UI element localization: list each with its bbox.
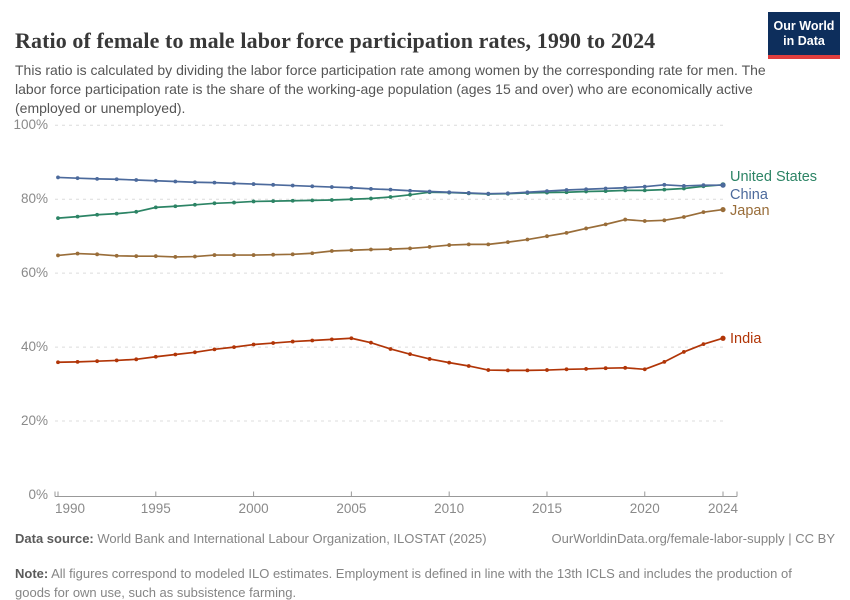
y-axis-tick-label-40: 40% <box>20 339 48 355</box>
data-source-label: Data source: <box>15 531 94 546</box>
owid-url-link[interactable]: OurWorldinData.org/female-labor-supply |… <box>551 531 835 546</box>
series-line-india[interactable] <box>56 335 726 373</box>
chart-note: Note: All figures correspond to modeled … <box>15 565 821 600</box>
series-line-japan[interactable] <box>56 206 726 259</box>
page-title: Ratio of female to male labor force part… <box>15 27 656 53</box>
series-label-china[interactable]: China <box>730 187 768 204</box>
note-label: Note: <box>15 566 49 581</box>
x-axis-tick-label-2015: 2015 <box>531 501 562 516</box>
x-axis-tick-label-2000: 2000 <box>238 501 269 516</box>
x-axis-tick-label-1995: 1995 <box>140 501 171 516</box>
series-line-china[interactable] <box>56 175 726 196</box>
y-axis-tick-label-80: 80% <box>20 191 48 207</box>
y-axis-tick-label-20: 20% <box>20 413 48 429</box>
x-axis-tick-label-2005: 2005 <box>336 501 367 516</box>
owid-logo-line1: Our World <box>773 19 835 33</box>
x-axis-tick-label-2010: 2010 <box>434 501 465 516</box>
y-axis-tick-label-60: 60% <box>20 265 48 281</box>
x-axis-tick-label-1990: 1990 <box>55 501 86 516</box>
owid-logo-line2: in Data <box>783 34 825 48</box>
series-label-united-states[interactable]: United States <box>730 168 818 185</box>
y-axis-tick-label-0: 0% <box>28 487 48 502</box>
citation-line: OurWorldinData.org/female-labor-supply |… <box>552 530 835 548</box>
chart-subtitle: This ratio is calculated by dividing the… <box>15 62 766 116</box>
series-label-india[interactable]: India <box>730 331 762 348</box>
y-axis-tick-label-100: 100% <box>13 117 48 133</box>
series-label-japan[interactable]: Japan <box>730 202 770 219</box>
data-source-text: World Bank and International Labour Orga… <box>93 531 487 546</box>
chart-footer: Data source: World Bank and Internationa… <box>15 530 835 548</box>
note-text: All figures correspond to modeled ILO es… <box>15 566 792 600</box>
x-axis-tick-label-2024: 2024 <box>707 501 739 516</box>
x-axis-tick-label-2020: 2020 <box>629 501 660 516</box>
owid-logo: Our World in Data <box>768 12 840 59</box>
data-source-line: Data source: World Bank and Internationa… <box>15 530 487 548</box>
